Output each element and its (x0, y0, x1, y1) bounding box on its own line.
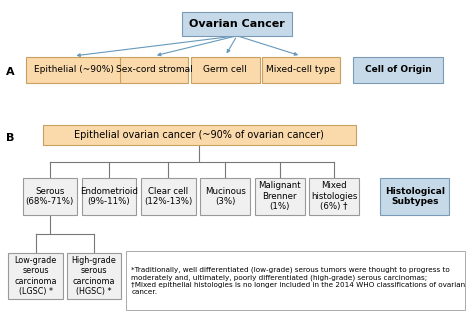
Text: Ovarian Cancer: Ovarian Cancer (189, 19, 285, 29)
Text: *Traditionally, well differentiated (low-grade) serous tumors were thought to pr: *Traditionally, well differentiated (low… (131, 266, 465, 295)
FancyBboxPatch shape (309, 178, 359, 215)
FancyBboxPatch shape (141, 178, 195, 215)
Text: Sex-cord stromal: Sex-cord stromal (116, 65, 192, 74)
Text: Histological
Subtypes: Histological Subtypes (385, 187, 445, 206)
Text: B: B (6, 133, 14, 143)
Text: Mixed-cell type: Mixed-cell type (266, 65, 336, 74)
FancyBboxPatch shape (200, 178, 250, 215)
FancyBboxPatch shape (22, 178, 77, 215)
FancyBboxPatch shape (43, 125, 356, 145)
FancyBboxPatch shape (380, 178, 449, 215)
Text: A: A (6, 66, 14, 77)
FancyBboxPatch shape (191, 57, 259, 83)
FancyBboxPatch shape (353, 57, 443, 83)
Text: Germ cell: Germ cell (203, 65, 247, 74)
FancyBboxPatch shape (255, 178, 304, 215)
Text: Serous
(68%-71%): Serous (68%-71%) (26, 187, 74, 206)
FancyBboxPatch shape (126, 251, 465, 310)
FancyBboxPatch shape (66, 253, 121, 299)
FancyBboxPatch shape (119, 57, 188, 83)
Text: Cell of Origin: Cell of Origin (365, 65, 431, 74)
Text: Endometrioid
(9%-11%): Endometrioid (9%-11%) (80, 187, 138, 206)
Text: Epithelial ovarian cancer (~90% of ovarian cancer): Epithelial ovarian cancer (~90% of ovari… (74, 130, 324, 140)
FancyBboxPatch shape (26, 57, 121, 83)
FancyBboxPatch shape (82, 178, 137, 215)
Text: Low-grade
serous
carcinoma
(LGSC) *: Low-grade serous carcinoma (LGSC) * (14, 256, 57, 296)
Text: Malignant
Brenner
(1%): Malignant Brenner (1%) (258, 182, 301, 211)
FancyBboxPatch shape (8, 253, 63, 299)
Text: Mixed
histologies
(6%) †: Mixed histologies (6%) † (311, 182, 357, 211)
Text: Mucinous
(3%): Mucinous (3%) (205, 187, 246, 206)
FancyBboxPatch shape (262, 57, 340, 83)
FancyBboxPatch shape (182, 12, 292, 36)
Text: Clear cell
(12%-13%): Clear cell (12%-13%) (144, 187, 192, 206)
Text: Epithelial (~90%): Epithelial (~90%) (34, 65, 113, 74)
Text: High-grade
serous
carcinoma
(HGSC) *: High-grade serous carcinoma (HGSC) * (72, 256, 116, 296)
